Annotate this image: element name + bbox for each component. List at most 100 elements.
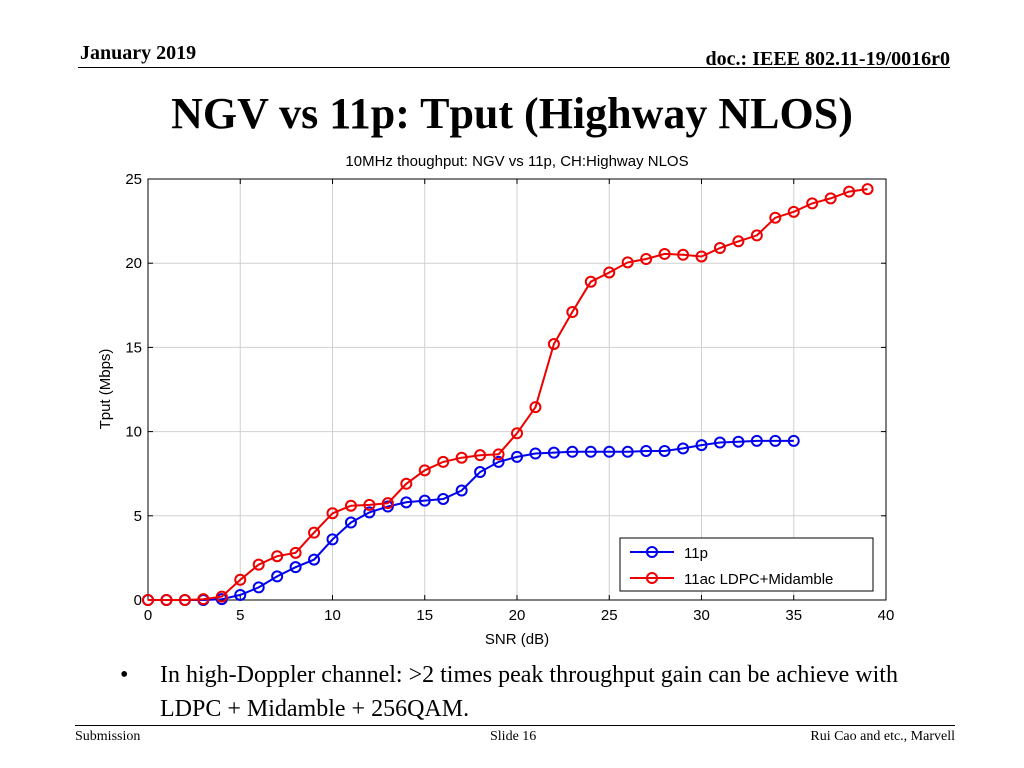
footer-slide-number: Slide 16: [490, 729, 537, 744]
data-point-11p: [529, 447, 542, 460]
data-point-ldpc-midamble: [695, 250, 708, 263]
data-point-ldpc-midamble: [584, 275, 597, 288]
data-point-11p: [584, 445, 597, 458]
y-tick-label: 10: [125, 424, 142, 441]
grid-lines: [148, 179, 886, 600]
y-tick-label: 5: [134, 508, 142, 525]
data-point-ldpc-midamble: [621, 256, 634, 269]
header-rule: [78, 67, 950, 68]
series-line-ldpc-midamble: [148, 188, 868, 601]
data-point-11p: [381, 500, 394, 513]
x-tick-label: 10: [324, 607, 341, 624]
legend-marker-11p: [646, 546, 658, 558]
data-point-ldpc-midamble: [732, 235, 745, 248]
data-point-ldpc-midamble: [344, 499, 357, 512]
data-point-ldpc-midamble: [400, 477, 413, 490]
data-point-11p: [603, 445, 616, 458]
y-tick-label: 15: [125, 339, 142, 356]
data-point-ldpc-midamble: [547, 338, 560, 351]
data-point-ldpc-midamble: [215, 590, 228, 603]
data-point-ldpc-midamble: [566, 306, 579, 319]
data-point-ldpc-midamble: [326, 507, 339, 520]
slide-title: NGV vs 11p: Tput (Highway NLOS): [171, 89, 853, 138]
x-axis-label: SNR (dB): [485, 631, 549, 648]
header-doc-id: doc.: IEEE 802.11-19/0016r0: [705, 48, 950, 70]
data-point-ldpc-midamble: [160, 594, 173, 606]
footer-author: Rui Cao and etc., Marvell: [810, 729, 955, 744]
x-tick-label: 35: [785, 607, 802, 624]
footer-submission: Submission: [75, 729, 141, 744]
series-line-11p: [148, 439, 794, 601]
data-point-ldpc-midamble: [308, 526, 321, 539]
data-point-11p: [363, 506, 376, 519]
x-tick-label: 20: [509, 607, 526, 624]
data-point-11p: [271, 570, 284, 583]
x-tick-label: 0: [144, 607, 152, 624]
data-point-ldpc-midamble: [289, 546, 302, 559]
data-point-ldpc-midamble: [271, 550, 284, 563]
y-axis-label: Tput (Mbps): [97, 349, 114, 430]
chart-legend: 11p 11ac LDPC+Midamble: [619, 537, 874, 592]
legend-box: [619, 537, 874, 592]
data-point-11p: [234, 588, 247, 601]
y-tick-label: 25: [125, 171, 142, 188]
x-tick-label: 30: [693, 607, 710, 624]
data-point-ldpc-midamble: [658, 247, 671, 260]
data-point-11p: [769, 434, 782, 447]
data-point-ldpc-midamble: [142, 594, 154, 606]
data-point-ldpc-midamble: [511, 427, 523, 440]
data-point-ldpc-midamble: [824, 192, 837, 205]
data-point-11p: [289, 561, 302, 574]
data-point-11p: [252, 581, 265, 594]
legend-label-11p: 11p: [684, 545, 708, 562]
data-point-ldpc-midamble: [529, 401, 542, 414]
data-point-11p: [400, 496, 413, 509]
data-point-ldpc-midamble: [437, 455, 450, 468]
data-point-11p: [308, 553, 321, 566]
x-tick-label: 5: [236, 607, 244, 624]
data-point-11p: [326, 533, 339, 546]
data-point-11p: [621, 445, 634, 458]
legend-label-ldpc-midamble: 11ac LDPC+Midamble: [684, 571, 833, 588]
data-point-11p: [492, 455, 505, 468]
bullet-text: In high-Doppler channel: >2 times peak t…: [160, 662, 898, 722]
x-tick-label: 15: [416, 607, 433, 624]
data-point-11p: [511, 450, 523, 463]
data-point-11p: [658, 444, 671, 457]
data-point-11p: [566, 445, 579, 458]
data-point-ldpc-midamble: [178, 594, 191, 606]
data-point-ldpc-midamble: [677, 248, 690, 261]
data-point-ldpc-midamble: [843, 185, 856, 198]
data-point-ldpc-midamble: [381, 497, 394, 510]
data-point-ldpc-midamble: [750, 229, 763, 242]
data-point-11p: [713, 436, 726, 449]
y-tick-label: 0: [134, 592, 142, 609]
data-point-11p: [547, 446, 560, 459]
data-point-ldpc-midamble: [787, 205, 800, 218]
data-point-ldpc-midamble: [418, 464, 431, 477]
data-point-11p: [418, 494, 431, 507]
data-point-11p: [455, 484, 468, 497]
legend-marker-ldpc-midamble: [646, 572, 658, 584]
series-lines: [142, 183, 874, 606]
axis-ticks: 0 5 10 15 20 25 30 35 40 0 5 10 15 20 25: [125, 171, 894, 624]
data-point-ldpc-midamble: [806, 197, 819, 210]
data-point-ldpc-midamble: [603, 266, 616, 279]
data-point-11p: [474, 466, 487, 479]
throughput-chart: 10MHz thoughput: NGV vs 11p, CH:Highway …: [97, 153, 894, 648]
data-point-ldpc-midamble: [363, 498, 376, 511]
data-point-11p: [787, 434, 800, 447]
data-point-11p: [437, 492, 450, 505]
x-tick-label: 25: [601, 607, 618, 624]
data-point-ldpc-midamble: [234, 573, 247, 586]
data-point-ldpc-midamble: [455, 451, 468, 464]
data-point-11p: [344, 516, 357, 529]
data-point-ldpc-midamble: [492, 448, 505, 461]
data-point-11p: [750, 434, 763, 447]
data-point-ldpc-midamble: [861, 183, 874, 196]
data-point-11p: [695, 439, 708, 452]
data-point-ldpc-midamble: [252, 558, 265, 571]
data-point-ldpc-midamble: [640, 252, 653, 265]
data-point-ldpc-midamble: [474, 449, 487, 462]
data-point-11p: [732, 435, 745, 448]
